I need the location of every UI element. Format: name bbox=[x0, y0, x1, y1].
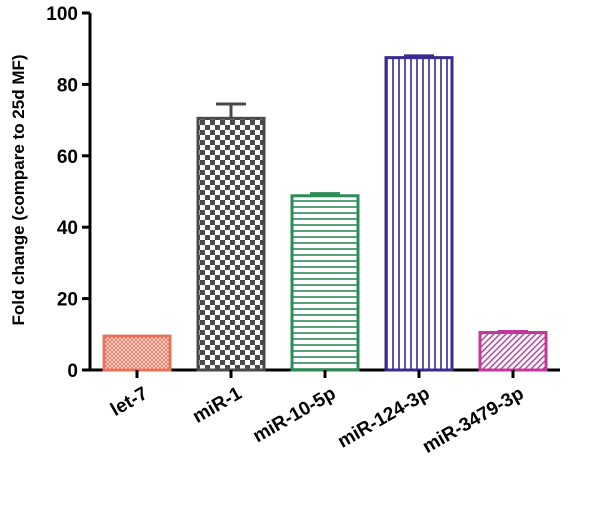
y-ticks: 0 20 40 60 80 100 bbox=[46, 4, 90, 382]
bars bbox=[102, 54, 548, 372]
x-tick-label: let-7 bbox=[107, 383, 151, 421]
bar-mir-10-5p bbox=[290, 194, 360, 372]
x-tick-label: miR-3479-3p bbox=[419, 383, 527, 458]
y-tick-label: 60 bbox=[57, 147, 78, 168]
x-tick-label: miR-10-5p bbox=[249, 383, 339, 447]
y-tick-label: 20 bbox=[57, 290, 78, 311]
x-tick-label: miR-1 bbox=[189, 383, 246, 428]
y-axis-label: Fold change (compare to 25d MF) bbox=[9, 54, 28, 325]
bar-mir-3479-3p bbox=[478, 331, 548, 372]
y-tick-label: 0 bbox=[67, 361, 78, 382]
y-tick-label: 80 bbox=[57, 75, 78, 96]
bar-mir-124-3p bbox=[384, 56, 454, 372]
y-tick-label: 100 bbox=[46, 4, 78, 25]
bar-let-7 bbox=[102, 334, 172, 372]
y-tick-label: 40 bbox=[57, 218, 78, 239]
bar-mir-1 bbox=[196, 116, 266, 372]
x-tick-label: miR-124-3p bbox=[334, 383, 433, 452]
